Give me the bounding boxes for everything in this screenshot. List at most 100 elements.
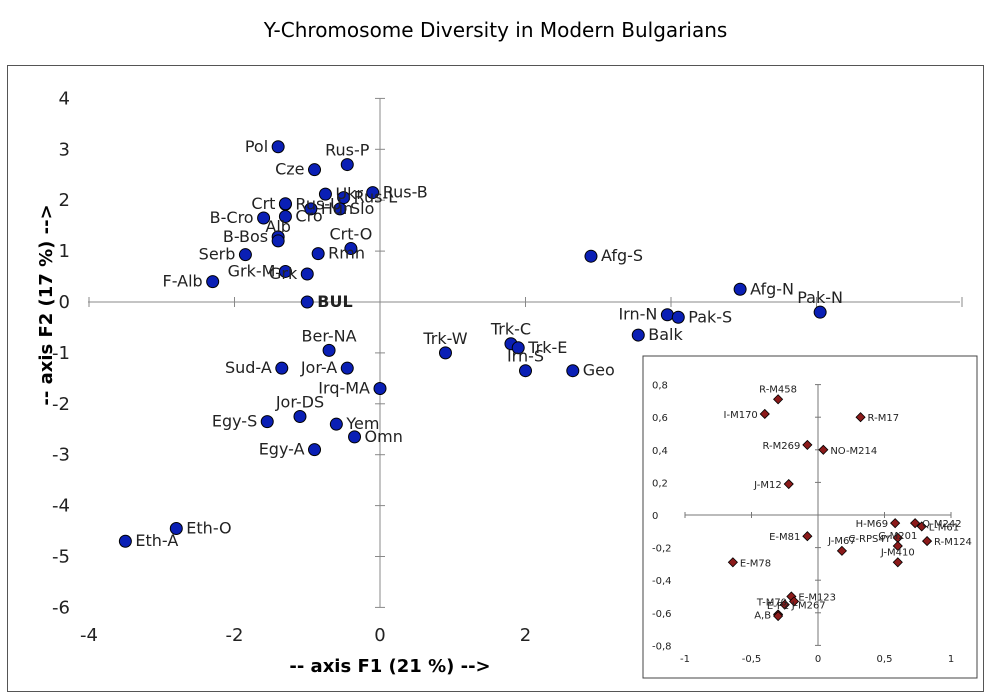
inset-x-tick-label: 0,5 bbox=[877, 654, 893, 665]
data-point bbox=[308, 443, 322, 457]
inset-point-label: T-M70 bbox=[756, 597, 787, 608]
inset-y-tick-label: 0,6 bbox=[652, 413, 668, 424]
inset-point-label: L-M61 bbox=[929, 522, 959, 533]
y-axis-title: -- axis F2 (17 %) --> bbox=[36, 204, 57, 405]
data-point bbox=[438, 346, 452, 360]
point-label: BUL bbox=[317, 292, 352, 311]
point-label: Eth-O bbox=[186, 519, 231, 538]
point-label: Pol bbox=[245, 137, 268, 156]
point-label: Irq-MA bbox=[318, 379, 370, 398]
inset-y-tick-label: -0,8 bbox=[652, 641, 672, 652]
inset-point-label: J-M67 bbox=[827, 536, 856, 547]
inset-data-point bbox=[802, 531, 813, 542]
point-label: Irn-S bbox=[507, 347, 544, 366]
point-label: Grk-M bbox=[228, 261, 276, 280]
y-tick-label: -4 bbox=[52, 496, 70, 517]
x-axis-title: -- axis F1 (21 %) --> bbox=[289, 656, 490, 677]
inset-y-tick-label: -0,2 bbox=[652, 544, 672, 555]
inset-point-label: R-M458 bbox=[759, 384, 797, 395]
point-label: Geo bbox=[583, 361, 615, 380]
data-point bbox=[271, 140, 285, 154]
point-label: Grk bbox=[269, 264, 298, 283]
point-label: Jor-DS bbox=[275, 393, 324, 412]
data-point bbox=[373, 382, 387, 396]
point-label: Cze bbox=[275, 160, 304, 179]
inset-y-tick-label: -0,4 bbox=[652, 576, 672, 587]
inset-y-tick-label: 0,8 bbox=[652, 381, 668, 392]
point-label: Trk-W bbox=[422, 329, 467, 348]
data-point bbox=[348, 430, 362, 444]
x-tick-label: -2 bbox=[226, 625, 244, 646]
data-point bbox=[278, 209, 292, 223]
data-point bbox=[519, 364, 532, 378]
data-point bbox=[511, 341, 525, 355]
data-point bbox=[206, 275, 220, 289]
y-tick-label: -5 bbox=[52, 547, 70, 568]
inset-point-label: NO-M214 bbox=[830, 446, 877, 457]
inset-point-label: A,B bbox=[754, 610, 771, 621]
inset-frame bbox=[642, 355, 978, 679]
inset-data-point bbox=[910, 518, 921, 529]
y-tick-label: 2 bbox=[59, 190, 70, 211]
data-point bbox=[344, 242, 358, 256]
inset-data-point bbox=[921, 536, 933, 547]
data-point bbox=[300, 267, 314, 281]
data-point bbox=[329, 417, 343, 431]
y-tick-label: 1 bbox=[59, 241, 70, 262]
point-label: Jor-A bbox=[300, 358, 337, 377]
inset-point-label: R-M124 bbox=[934, 537, 972, 548]
point-label: Rus-B bbox=[383, 183, 428, 202]
point-label: Afg-N bbox=[750, 279, 794, 298]
data-point bbox=[340, 361, 354, 375]
data-point bbox=[733, 282, 747, 296]
point-label: Pak-N bbox=[797, 288, 843, 307]
data-point bbox=[340, 158, 354, 172]
point-label: Trk-E bbox=[527, 338, 567, 357]
inset-data-point bbox=[836, 545, 848, 556]
point-label: Rus-L bbox=[354, 188, 398, 207]
chart-title: Y-Chromosome Diversity in Modern Bulgari… bbox=[263, 18, 728, 42]
data-point bbox=[584, 249, 598, 263]
inset-point-label: I-M170 bbox=[724, 410, 758, 421]
point-label: B-Cro bbox=[210, 208, 254, 227]
inset-data-point bbox=[773, 610, 784, 622]
data-point bbox=[271, 234, 285, 248]
data-point bbox=[311, 247, 325, 261]
point-label: Yem bbox=[345, 414, 379, 433]
data-point bbox=[300, 295, 314, 309]
data-point bbox=[566, 364, 580, 378]
data-point bbox=[238, 248, 252, 262]
point-label: Ber-NA bbox=[302, 326, 357, 345]
inset-point-label: R-M269 bbox=[762, 441, 800, 452]
point-label: Rmn bbox=[328, 244, 365, 263]
point-label: Eth-A bbox=[135, 531, 178, 550]
inset-point-label: Q-M242 bbox=[922, 519, 961, 530]
point-label: Egy-A bbox=[259, 440, 305, 459]
point-label: Slo bbox=[350, 199, 374, 218]
inset-point-label: H-M69 bbox=[856, 519, 888, 530]
y-tick-label: 3 bbox=[59, 139, 70, 160]
point-label: Cro bbox=[295, 206, 322, 225]
y-tick-label: -1 bbox=[52, 343, 70, 364]
data-point bbox=[318, 187, 332, 201]
inset-tick-labels: -1 -0,5 0 0,5 1 0,8 0,6 0,4 0,2 0 -0,2 -0,4 -0,6 -0,8 bbox=[652, 381, 954, 665]
inset-data-point bbox=[788, 596, 800, 607]
x-tick-label: 0 bbox=[374, 625, 385, 646]
point-label: Ukr bbox=[335, 184, 363, 203]
point-label: Afg-S bbox=[601, 246, 643, 265]
point-label: Crt-O bbox=[329, 225, 372, 244]
point-label: Trk-C bbox=[490, 320, 531, 339]
point-label: Sud-A bbox=[225, 358, 272, 377]
inset-point-labels: R-M458 I-M170 R-M17 R-M269 NO-M214 J-M12 H-M69… bbox=[724, 384, 972, 621]
inset-x-tick-label: -0,5 bbox=[742, 654, 762, 665]
data-point bbox=[366, 186, 380, 200]
point-label: Balk bbox=[648, 325, 683, 344]
x-tick-label: 2 bbox=[520, 625, 531, 646]
inset-y-tick-label: 0 bbox=[652, 511, 658, 522]
inset-data-point bbox=[890, 518, 901, 529]
data-point bbox=[293, 410, 307, 424]
inset-point-label: J-M410 bbox=[880, 547, 915, 558]
inset-data-point bbox=[727, 557, 738, 568]
data-point bbox=[260, 415, 274, 429]
data-point bbox=[813, 305, 827, 319]
